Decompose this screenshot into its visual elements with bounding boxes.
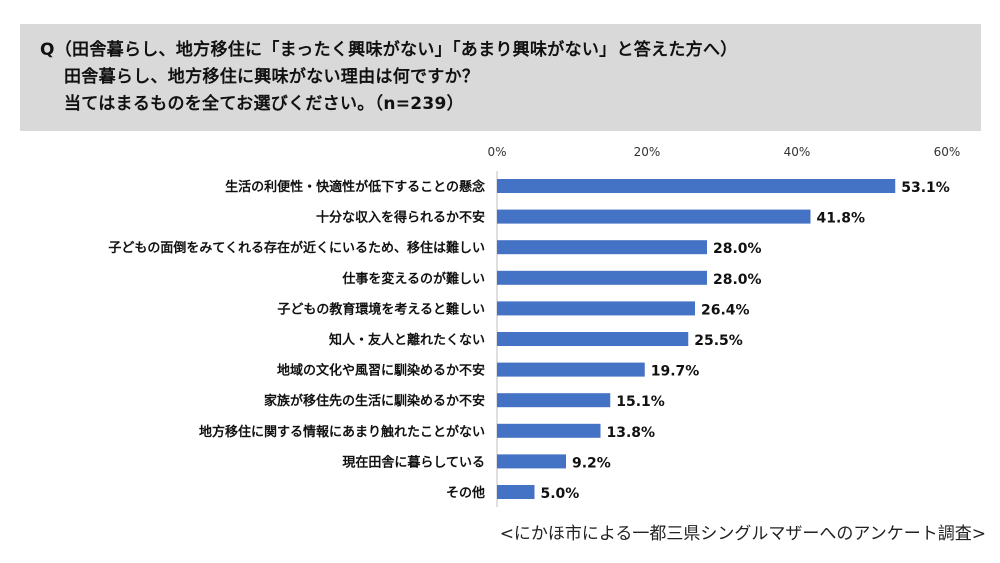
source-note: <にかほ市による一都三県シングルマザーへのアンケート調査>	[499, 524, 986, 544]
bar	[497, 485, 535, 499]
category-label: 家族が移住先の生活に馴染めるか不安	[264, 393, 485, 409]
data-label: 53.1%	[901, 180, 950, 196]
bar	[497, 332, 689, 346]
data-label: 15.1%	[616, 394, 665, 410]
bar	[497, 301, 695, 316]
data-label: 25.5%	[694, 333, 743, 349]
bar	[497, 240, 707, 255]
category-label: 地方移住に関する情報にあまり触れたことがない	[199, 424, 485, 440]
question-header: Q（田舎暮らし、地方移住に「まったく興味がない」「あまり興味がない」と答えた方へ…	[20, 24, 981, 131]
category-label: 知人・友人と離れたくない	[329, 332, 485, 348]
category-label: 生活の利便性・快適性が低下することの懸念	[225, 179, 485, 195]
question-line-2: 田舎暮らし、地方移住に興味がない理由は何ですか？	[64, 67, 480, 87]
x-tick-label: 0%	[487, 145, 506, 159]
x-tick-label: 60%	[934, 145, 961, 159]
category-label: 仕事を変えるのが難しい	[341, 271, 485, 287]
data-label: 28.0%	[713, 272, 762, 288]
category-label: 現在田舎に暮らしている	[342, 454, 485, 470]
category-label: その他	[446, 485, 485, 501]
bar	[497, 209, 811, 224]
bar	[497, 362, 645, 377]
data-label: 5.0%	[541, 486, 580, 502]
data-label: 41.8%	[817, 211, 866, 227]
category-label: 子どもの教育環境を考えると難しい	[277, 301, 485, 317]
x-tick-label: 20%	[634, 145, 661, 159]
bar	[497, 179, 896, 193]
x-tick-label: 40%	[784, 145, 811, 159]
bar	[497, 270, 707, 285]
data-label: 13.8%	[607, 425, 656, 441]
bar	[497, 423, 601, 438]
bar	[497, 454, 566, 469]
data-label: 9.2%	[572, 455, 611, 471]
question-line-1: Q（田舎暮らし、地方移住に「まったく興味がない」「あまり興味がない」と答えた方へ…	[40, 40, 738, 60]
category-label: 十分な収入を得られるか不安	[316, 210, 485, 226]
category-label: 子どもの面倒をみてくれる存在が近くにいるため、移住は難しい	[108, 240, 485, 256]
data-label: 28.0%	[713, 241, 762, 257]
question-line-3: 当てはまるものを全てお選びください。（n=239）	[64, 94, 464, 114]
data-label: 19.7%	[651, 364, 700, 380]
bar	[497, 393, 611, 408]
data-label: 26.4%	[701, 302, 750, 318]
category-label: 地域の文化や風習に馴染めるか不安	[277, 363, 485, 379]
